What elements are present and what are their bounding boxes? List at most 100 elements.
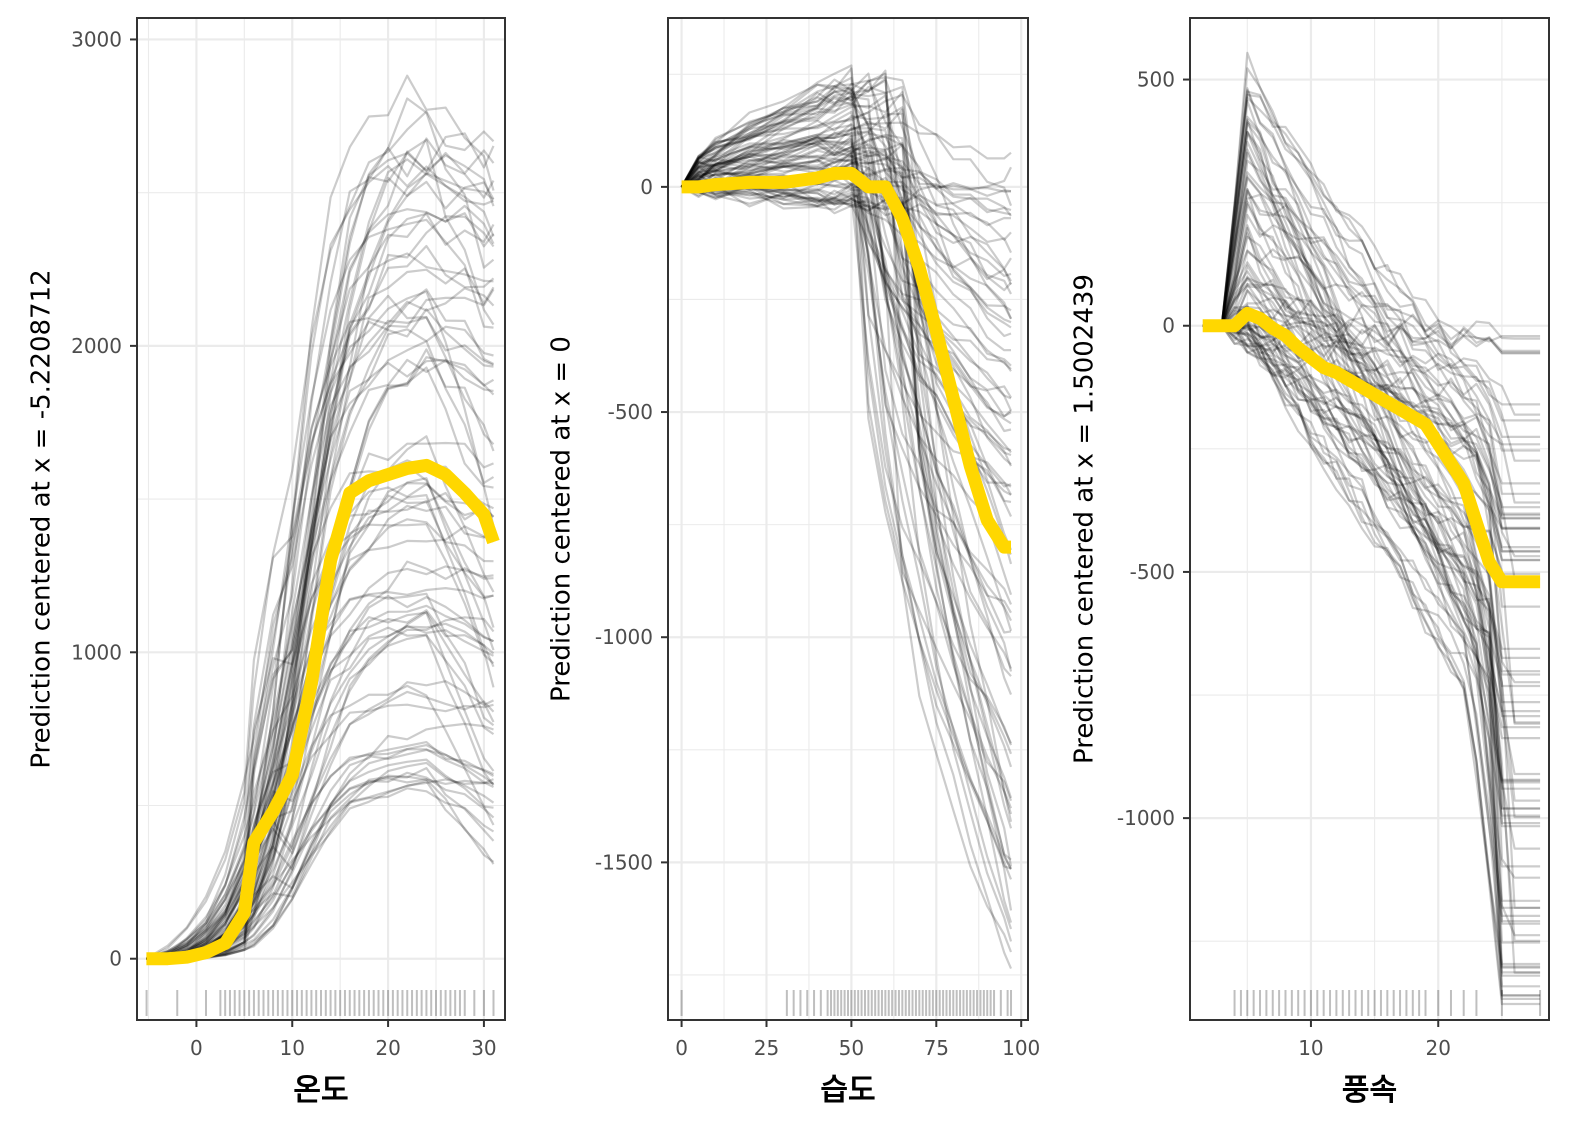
ice-curve	[1202, 324, 1541, 575]
ice-curve	[680, 77, 1012, 241]
ice-curve	[681, 127, 1012, 329]
ice-curve	[1202, 224, 1541, 937]
ice-curve	[1202, 90, 1541, 422]
panel-border	[136, 17, 506, 1021]
ice-curve	[1202, 299, 1541, 343]
ice-curve	[680, 152, 1012, 870]
ice-curve	[1202, 131, 1541, 942]
ice-curve	[146, 132, 495, 960]
ice-curve	[1202, 270, 1541, 561]
ice-curve	[680, 106, 1012, 338]
x-tick-label: 0	[675, 1036, 688, 1060]
y-tick-label: 0	[109, 947, 122, 971]
ice-curve	[1202, 140, 1541, 529]
y-tick-label: 1000	[71, 640, 122, 664]
ice-curve	[146, 358, 494, 960]
ice-curve	[146, 218, 494, 960]
ice-curve	[680, 132, 1012, 292]
ice-curve	[145, 244, 495, 960]
ice-curve	[680, 93, 1013, 207]
ice-curve	[1202, 235, 1541, 659]
y-tick-label: -1500	[595, 850, 653, 874]
ice-curve	[681, 185, 1013, 768]
ice-curve	[1202, 304, 1541, 817]
x-tick-label: 0	[190, 1036, 203, 1060]
ice-curve	[1202, 276, 1541, 553]
ice-curve	[681, 151, 1012, 193]
ice-curve	[681, 156, 1013, 799]
ice-curve	[1202, 277, 1541, 810]
ice-curve	[680, 85, 1012, 454]
ice-curve	[1202, 324, 1541, 776]
y-axis-title: Prediction centered at x = 0	[547, 336, 577, 702]
ice-curve	[680, 135, 1012, 556]
x-tick-label: 30	[471, 1036, 496, 1060]
x-tick-label: 20	[375, 1036, 400, 1060]
y-tick-label: 0	[1162, 314, 1175, 338]
panel-border	[1189, 17, 1550, 1021]
ice-curve	[680, 85, 1013, 551]
ice-curve	[146, 180, 495, 960]
ice-curve	[1202, 175, 1541, 462]
ice-curve	[1202, 226, 1541, 977]
ice-curve	[146, 287, 495, 960]
ice-curve	[146, 212, 495, 960]
ice-curve	[680, 76, 1013, 809]
panel-border	[667, 17, 1029, 1021]
ice-curve	[1202, 115, 1541, 925]
ice-curve	[1202, 213, 1541, 558]
ice-curve	[1202, 323, 1541, 580]
ice-curve	[681, 185, 1012, 282]
ice-curve	[1202, 324, 1541, 810]
ice-curve	[1202, 321, 1541, 355]
ice-curve	[146, 138, 495, 960]
ice-curve	[1202, 323, 1541, 828]
ice-curve	[146, 358, 495, 960]
ice-curve	[1202, 315, 1541, 676]
ice-curve	[681, 185, 1013, 746]
ice-curve	[1202, 261, 1541, 608]
ice-curve	[1202, 324, 1541, 997]
ice-curve	[1202, 319, 1541, 917]
ice-curve	[1202, 188, 1541, 974]
ice-curve	[146, 294, 495, 960]
ice-curve	[146, 624, 494, 960]
ice-curve	[145, 211, 495, 960]
ice-curve	[680, 140, 1013, 672]
ice-curve	[1202, 324, 1541, 718]
panel-humidity: -1500 -1000 -500 0 0 25 50 75 100 Prediction cent…	[547, 17, 1040, 1108]
ice-curve	[1202, 305, 1541, 850]
ice-curve	[1202, 321, 1541, 968]
ice-curve	[680, 89, 1012, 870]
ice-curve	[680, 143, 1012, 312]
ice-curve	[680, 132, 1012, 400]
y-tick-label: -1000	[595, 625, 653, 649]
ice-curve	[681, 155, 1012, 197]
ice-curve	[1202, 283, 1541, 517]
ice-curve	[146, 110, 495, 960]
panel-windspeed: -1000 -500 0 500 10 20 Prediction centered at …	[1070, 17, 1550, 1108]
ice-curve	[1202, 320, 1541, 348]
ice-curve	[1202, 131, 1541, 969]
ice-curve	[1202, 275, 1541, 1006]
ice-curve	[680, 79, 1013, 285]
ice-curve	[680, 72, 1012, 324]
ice-curve	[680, 64, 1013, 802]
x-tick-label: 75	[924, 1036, 949, 1060]
ice-curve	[1202, 324, 1541, 416]
ice-curve	[1202, 323, 1541, 825]
y-tick-label: 3000	[71, 27, 122, 51]
ice-curve	[1202, 151, 1541, 495]
y-tick-label: 500	[1137, 68, 1175, 92]
ice-curve	[680, 89, 1012, 467]
ice-curve	[680, 152, 1012, 372]
average-pdp-line	[1202, 306, 1541, 589]
ice-curve	[1202, 289, 1541, 452]
ice-curve	[680, 110, 1012, 367]
plot-area	[1202, 51, 1542, 1016]
x-tick-label: 10	[280, 1036, 305, 1060]
x-axis-title: 습도	[820, 1073, 875, 1108]
ice-curve	[1202, 130, 1541, 909]
ice-curve	[681, 121, 1012, 188]
